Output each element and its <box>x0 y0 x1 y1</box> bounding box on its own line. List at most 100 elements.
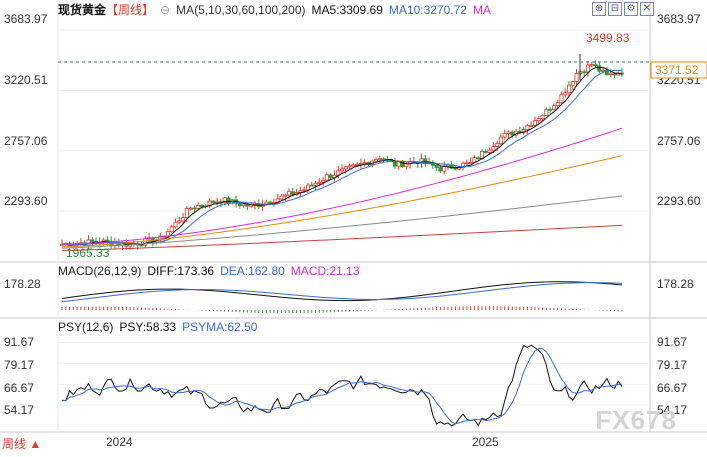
psy-panel <box>58 342 650 427</box>
candle-body <box>362 162 367 164</box>
candle-body <box>423 158 428 165</box>
candle-body <box>544 108 549 116</box>
ma-label: MA <box>472 3 491 17</box>
ma-line <box>61 195 623 249</box>
candles <box>60 53 625 251</box>
y-tick-right: 3683.97 <box>657 12 701 26</box>
candle-body <box>529 124 534 127</box>
candle-body <box>464 162 469 165</box>
candle-body <box>328 174 333 178</box>
x-tick-label: 2025 <box>472 435 499 449</box>
candle-body <box>309 184 314 187</box>
psy-y-tick-right: 54.17 <box>657 403 687 417</box>
candle-body <box>109 240 114 246</box>
diff-value: DIFF:173.36 <box>147 264 215 278</box>
psy-y-tick-left: 79.17 <box>4 358 34 372</box>
y-tick-left: 2293.60 <box>4 194 48 208</box>
candle-body <box>419 158 424 164</box>
candle-body <box>532 120 537 126</box>
candle-body <box>525 125 530 131</box>
candle-body <box>177 220 182 223</box>
candle-body <box>173 221 178 228</box>
candle-body <box>268 201 273 204</box>
dea-value: DEA:162.80 <box>220 264 285 278</box>
y-tick-right: 2293.60 <box>657 194 701 208</box>
x-tick-label: 2024 <box>106 435 133 449</box>
candle-body <box>377 158 382 161</box>
candle-body <box>601 69 606 72</box>
dea-line <box>61 282 623 303</box>
zoom-in-icon[interactable]: ⊕ <box>592 2 606 16</box>
candle-body <box>313 182 318 186</box>
candle-body <box>498 136 503 145</box>
candle-body <box>188 207 193 210</box>
candle-body <box>555 102 560 107</box>
ma-line <box>61 66 623 246</box>
macd-value: MACD:21.13 <box>290 264 360 278</box>
y-tick-left: 3683.97 <box>4 12 48 26</box>
candle-body <box>279 195 284 200</box>
candle-body <box>339 168 344 172</box>
y-tick-left: 2757.06 <box>4 134 48 148</box>
candle-body <box>612 73 617 76</box>
candle-body <box>400 160 405 167</box>
gridlines <box>58 29 650 212</box>
high-annotation: 3499.83 <box>586 31 630 45</box>
candle-body <box>374 158 379 162</box>
psy-y-tick-right: 79.17 <box>657 358 687 372</box>
last-price-label: 3371.52 <box>655 63 699 77</box>
candle-body <box>358 163 363 165</box>
macd-panel <box>61 281 623 314</box>
settings-icon[interactable]: ⚙ <box>624 2 638 16</box>
candle-body <box>196 205 201 209</box>
candle-body <box>226 197 231 204</box>
main-legend: 现货黄金【周线】 ⊖ MA(5,10,30,60,100,200) MA5:3309.… <box>58 2 497 18</box>
candle-body <box>589 64 594 67</box>
candle-body <box>290 191 295 195</box>
candle-body <box>608 73 613 76</box>
eye-icon[interactable]: ⊖ <box>160 3 171 17</box>
candle-body <box>169 226 174 233</box>
candle-body <box>343 166 348 170</box>
candle-body <box>158 235 163 241</box>
ma-line <box>61 127 623 245</box>
candle-body <box>551 105 556 111</box>
candle-body <box>105 239 110 242</box>
psy-label[interactable]: PSY(12,6) <box>58 320 114 334</box>
macd-label[interactable]: MACD(26,12,9) <box>58 264 142 278</box>
psy-value: PSY:58.33 <box>119 320 177 334</box>
candle-body <box>491 146 496 151</box>
period-button[interactable]: 周线 ▲ <box>2 437 42 451</box>
candle-body <box>351 164 356 167</box>
candle-body <box>597 65 602 72</box>
ma-indicator-label[interactable]: MA(5,10,30,60,100,200) <box>176 3 306 17</box>
candle-body <box>468 161 473 164</box>
psy-y-tick-left: 91.67 <box>4 335 34 349</box>
candle-body <box>381 158 386 161</box>
macd-legend: MACD(26,12,9) DIFF:173.36 DEA:162.80 MACD:2… <box>58 263 366 279</box>
psy-legend: PSY(12,6) PSY:58.33 PSYMA:62.50 <box>58 319 263 335</box>
candle-body <box>199 205 204 207</box>
low-annotation: 1965.33 <box>66 246 110 260</box>
period-label[interactable]: 【周线】 <box>106 3 155 17</box>
psy-line <box>61 344 623 427</box>
candle-body <box>317 181 322 184</box>
candle-body <box>510 131 515 136</box>
psy-y-tick-left: 54.17 <box>4 403 34 417</box>
psyma-line <box>61 348 623 425</box>
candle-body <box>181 217 186 222</box>
instrument-name: 现货黄金 <box>58 3 107 17</box>
candle-body <box>472 157 477 163</box>
zoom-out-icon[interactable]: ⊟ <box>608 2 622 16</box>
psy-y-tick-right: 91.67 <box>657 335 687 349</box>
candle-body <box>211 200 216 204</box>
close-icon[interactable]: ✕ <box>640 2 654 16</box>
macd-y-tick-right: 178.28 <box>657 277 694 291</box>
psy-y-tick-right: 66.67 <box>657 381 687 395</box>
candle-body <box>347 165 352 168</box>
candle-body <box>434 165 439 168</box>
psyma-value: PSYMA:62.50 <box>182 320 258 334</box>
candle-body <box>582 71 587 74</box>
candle-body <box>184 208 189 219</box>
